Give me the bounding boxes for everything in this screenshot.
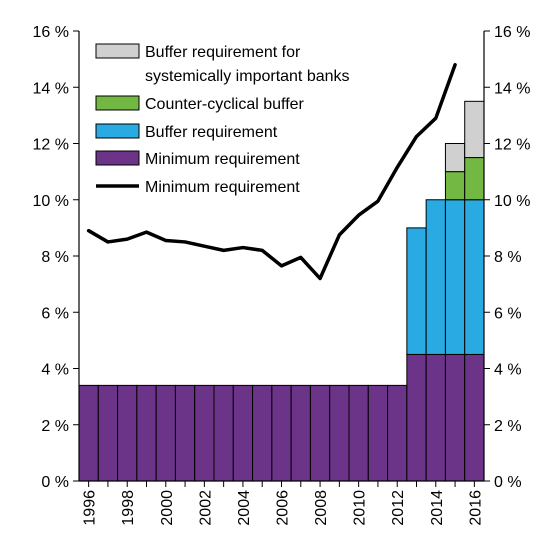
bar-minimum-requirement-2001 — [174, 384, 196, 482]
bar-minimum-requirement-2002 — [194, 384, 215, 482]
bar-buffer-requirement-2013 — [406, 227, 427, 355]
bar-minimum-requirement-1997 — [97, 384, 119, 482]
bar-minimum-requirement-2015 — [444, 353, 466, 482]
y-tick-label-left-4: 4 % — [41, 362, 69, 379]
y-tick-label-right-0: 0 % — [494, 474, 522, 491]
x-tick-label-2016: 2016 — [467, 490, 484, 526]
x-tick-label-2012: 2012 — [390, 490, 407, 526]
legend-swatch-buffer-requirement-for-systemically-important-banks — [95, 43, 140, 59]
bars-layer — [78, 100, 485, 482]
y-tick-label-right-8: 8 % — [494, 249, 522, 266]
y-tick-label-right-6: 6 % — [494, 305, 522, 322]
bar-minimum-requirement-2000 — [155, 384, 176, 482]
bar-minimum-requirement-2009 — [329, 384, 350, 482]
legend-label-buffer-requirement-for-systemically-important-banks-line-1: Buffer requirement for — [145, 44, 301, 61]
line-series-minimum-requirement — [86, 63, 457, 281]
bar-buffer-requirement-2014 — [425, 199, 446, 355]
y-tick-label-right-4: 4 % — [494, 362, 522, 379]
y-tick-label-right-10: 10 % — [494, 193, 530, 210]
x-tick-label-2004: 2004 — [236, 490, 253, 526]
bar-minimum-requirement-1998 — [117, 384, 138, 482]
legend-swatch-buffer-requirement — [95, 123, 140, 139]
legend-swatch-minimum-requirement — [95, 150, 140, 166]
x-tick-label-2008: 2008 — [313, 490, 330, 526]
bar-minimum-requirement-2010 — [348, 384, 369, 482]
bar-buffer-requirement-2015 — [444, 199, 466, 355]
x-tick-label-2002: 2002 — [197, 490, 214, 526]
legend-label-buffer-requirement-for-systemically-important-banks-line-2: systemically important banks — [145, 68, 350, 85]
y-tick-label-left-8: 8 % — [41, 249, 69, 266]
bar-minimum-requirement-2007 — [290, 384, 311, 482]
bar-minimum-requirement-2014 — [425, 353, 446, 482]
y-tick-label-left-0: 0 % — [41, 474, 69, 491]
y-tick-label-right-2: 2 % — [494, 418, 522, 435]
bar-minimum-requirement-2006 — [271, 384, 292, 482]
legend-swatch-counter-cyclical-buffer — [95, 95, 140, 111]
legend-label-buffer-requirement: Buffer requirement — [145, 124, 278, 141]
bar-minimum-requirement-1999 — [136, 384, 157, 482]
legend-label-minimum-requirement: Minimum requirement — [145, 179, 300, 196]
legend: Buffer requirement for systemically impor… — [95, 43, 350, 196]
line-layer — [86, 63, 457, 281]
axes-layer: 0 % 0 % 2 % 2 % 4 % 4 % 6 % 6 % 8 % 8 % 10 % 10 % 12… — [33, 24, 531, 526]
legend-label-minimum-requirement: Minimum requirement — [145, 151, 300, 168]
bar-minimum-requirement-2012 — [387, 384, 408, 482]
bar-minimum-requirement-2008 — [309, 384, 331, 482]
bar-buffer-requirement-2016 — [464, 199, 485, 355]
x-tick-label-2010: 2010 — [352, 490, 369, 526]
x-tick-label-2014: 2014 — [429, 490, 446, 526]
y-tick-label-left-10: 10 % — [33, 193, 69, 210]
y-tick-label-right-16: 16 % — [494, 24, 530, 41]
x-tick-label-1998: 1998 — [120, 490, 137, 526]
y-tick-label-left-16: 16 % — [33, 24, 69, 41]
bar-counter-cyclical-buffer-2016 — [464, 157, 485, 201]
bar-minimum-requirement-2004 — [232, 384, 254, 482]
y-tick-label-left-6: 6 % — [41, 305, 69, 322]
bar-minimum-requirement-2005 — [252, 384, 273, 482]
legend-label-counter-cyclical-buffer: Counter-cyclical buffer — [145, 96, 305, 113]
x-tick-label-2006: 2006 — [275, 490, 292, 526]
bar-minimum-requirement-2013 — [406, 353, 427, 482]
bar-counter-cyclical-buffer-2015 — [444, 171, 466, 201]
y-tick-label-right-12: 12 % — [494, 137, 530, 154]
y-tick-label-right-14: 14 % — [494, 80, 530, 97]
bar-buffer-requirement-for-systemically-important-banks-2016 — [464, 100, 485, 159]
y-tick-label-left-14: 14 % — [33, 80, 69, 97]
y-tick-label-left-12: 12 % — [33, 137, 69, 154]
bar-minimum-requirement-1996 — [78, 384, 99, 482]
y-tick-label-left-2: 2 % — [41, 418, 69, 435]
bar-minimum-requirement-2011 — [367, 384, 389, 482]
x-tick-label-1996: 1996 — [82, 490, 99, 526]
bar-minimum-requirement-2016 — [464, 353, 485, 482]
bar-minimum-requirement-2003 — [213, 384, 234, 482]
bar-buffer-requirement-for-systemically-important-banks-2015 — [444, 143, 466, 173]
x-tick-label-2000: 2000 — [159, 490, 176, 526]
